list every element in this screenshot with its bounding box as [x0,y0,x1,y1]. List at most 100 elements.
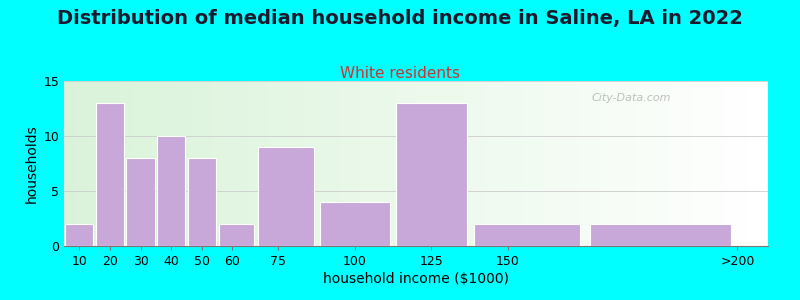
Bar [606,81,613,246]
Bar [78,81,85,246]
Bar [550,81,557,246]
Bar [258,147,314,246]
Bar [494,81,501,246]
Bar [381,81,388,246]
Bar [66,224,94,246]
Bar [366,81,374,246]
Bar [529,81,536,246]
Bar [114,81,120,246]
Bar [240,81,247,246]
Bar [205,81,212,246]
Bar [514,81,522,246]
Text: Distribution of median household income in Saline, LA in 2022: Distribution of median household income … [57,9,743,28]
Bar [655,81,662,246]
Bar [268,81,275,246]
Bar [188,158,216,246]
Bar [705,81,712,246]
Bar [683,81,690,246]
Bar [134,81,142,246]
Bar [585,81,592,246]
Bar [310,81,318,246]
Bar [402,81,409,246]
Bar [627,81,634,246]
Bar [282,81,290,246]
Bar [472,81,479,246]
Bar [226,81,233,246]
Bar [437,81,444,246]
Bar [571,81,578,246]
Bar [444,81,451,246]
Bar [690,81,698,246]
Bar [71,81,78,246]
Bar [458,81,466,246]
Bar [416,81,423,246]
Bar [218,224,254,246]
Bar [157,136,186,246]
Bar [162,81,170,246]
Bar [662,81,670,246]
Bar [718,81,726,246]
Bar [634,81,642,246]
Bar [325,81,331,246]
Bar [474,224,580,246]
Bar [170,81,177,246]
Bar [754,81,761,246]
Bar [96,103,124,246]
Bar [486,81,494,246]
Bar [592,81,599,246]
Bar [642,81,648,246]
Bar [578,81,585,246]
Bar [319,202,390,246]
Bar [247,81,254,246]
Bar [127,81,134,246]
Bar [184,81,190,246]
Bar [142,81,149,246]
Bar [303,81,310,246]
Bar [564,81,571,246]
Text: White residents: White residents [340,66,460,81]
Y-axis label: households: households [25,124,39,203]
Bar [430,81,437,246]
Bar [501,81,507,246]
Bar [261,81,268,246]
Bar [360,81,366,246]
Bar [740,81,747,246]
Bar [557,81,564,246]
Bar [353,81,360,246]
Bar [198,81,205,246]
Bar [254,81,261,246]
Bar [466,81,472,246]
Bar [599,81,606,246]
Bar [290,81,296,246]
Bar [149,81,155,246]
Bar [395,81,402,246]
Bar [92,81,99,246]
Bar [726,81,733,246]
Bar [536,81,542,246]
Bar [747,81,754,246]
Bar [106,81,114,246]
Bar [331,81,338,246]
Bar [212,81,219,246]
Bar [126,158,154,246]
Bar [613,81,620,246]
Bar [507,81,514,246]
Bar [396,103,466,246]
Bar [388,81,395,246]
Bar [346,81,353,246]
Bar [733,81,740,246]
Bar [590,224,731,246]
Bar [296,81,303,246]
Bar [620,81,627,246]
Bar [85,81,92,246]
Bar [275,81,282,246]
Bar [409,81,416,246]
Bar [219,81,226,246]
Bar [190,81,198,246]
Bar [64,81,71,246]
Bar [479,81,486,246]
Bar [698,81,705,246]
Bar [423,81,430,246]
Bar [670,81,677,246]
Bar [99,81,106,246]
